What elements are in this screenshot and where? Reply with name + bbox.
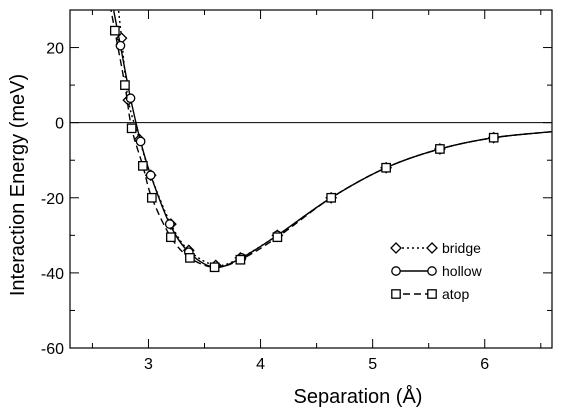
legend-item-bridge: bridge (390, 240, 481, 256)
marker-atop (109, 25, 120, 36)
y-axis-title: Interaction Energy (meV) (7, 74, 29, 296)
series-bridge (115, 10, 552, 272)
legend-item-hollow: hollow (391, 263, 483, 279)
marker-atop (120, 80, 130, 90)
tick-labels: 3 4 5 6 20 0 -20 -40 -60 (41, 41, 489, 373)
marker-hollow (115, 40, 126, 51)
marker-hollow (135, 136, 146, 147)
series-atop (109, 10, 552, 273)
y-tick-label: -40 (41, 266, 64, 283)
series-layer (109, 10, 552, 273)
x-tick-label: 3 (144, 356, 153, 373)
series-line-atop (110, 10, 552, 268)
axes (69, 9, 553, 349)
marker-atop (435, 144, 445, 154)
y-tick-label: 0 (55, 116, 64, 133)
marker-atop (235, 254, 246, 265)
legend-marker-bridge (426, 242, 438, 254)
x-tick-label: 6 (480, 356, 489, 373)
legend-label-hollow: hollow (442, 263, 483, 279)
series-line-bridge (117, 10, 552, 267)
legend-marker-atop (391, 289, 401, 299)
marker-atop (126, 123, 137, 134)
legend-marker-hollow (391, 266, 401, 276)
marker-atop (381, 162, 391, 173)
y-tick-label: -20 (41, 191, 64, 208)
marker-atop (272, 232, 283, 243)
legend: bridge hollow atop (390, 240, 483, 302)
y-tick-label: 20 (46, 41, 64, 58)
marker-hollow (164, 219, 175, 229)
x-tick-label: 4 (256, 356, 265, 373)
series-hollow (113, 10, 552, 273)
legend-item-atop: atop (391, 286, 469, 302)
legend-label-bridge: bridge (442, 240, 481, 256)
legend-marker-bridge (390, 242, 402, 254)
x-axis-title: Separation (Å) (294, 385, 423, 408)
legend-label-atop: atop (442, 286, 469, 302)
marker-atop (166, 232, 176, 243)
marker-atop (185, 253, 195, 263)
marker-hollow (145, 170, 156, 181)
marker-atop (488, 132, 499, 143)
marker-atop (209, 262, 220, 273)
legend-marker-hollow (427, 266, 437, 276)
y-tick-label: -60 (41, 341, 64, 358)
plot-frame (69, 9, 553, 349)
legend-marker-atop (427, 289, 437, 299)
marker-atop (138, 161, 148, 171)
x-tick-label: 5 (368, 356, 377, 373)
marker-atop (146, 192, 157, 203)
marker-atop (326, 192, 337, 203)
